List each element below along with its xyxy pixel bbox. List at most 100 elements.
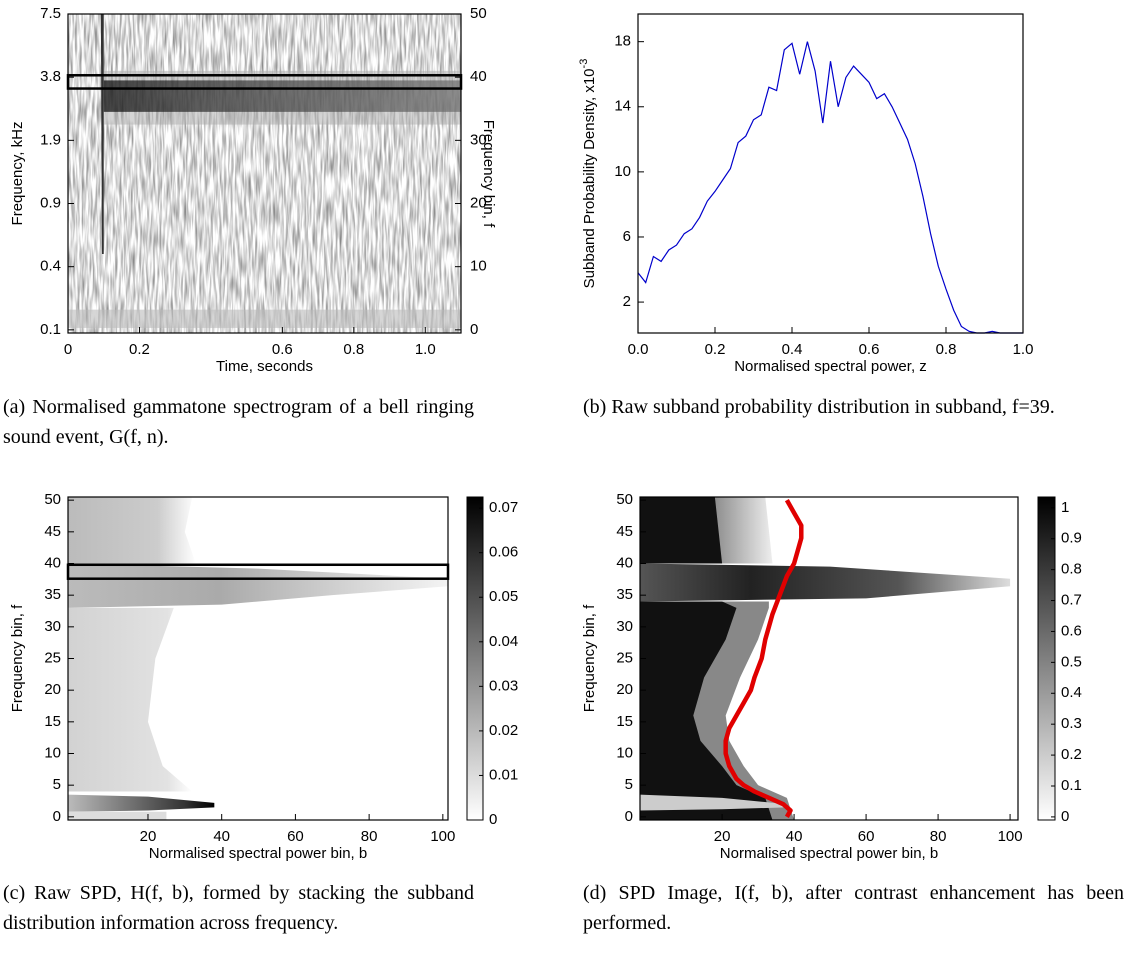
data-line — [637, 41, 1023, 334]
colorbar-tick-label: 0.07 — [489, 499, 518, 516]
y-tick-label: 3.8 — [40, 68, 61, 85]
y-tick-label: 25 — [616, 649, 633, 666]
onset-band-lower — [103, 111, 462, 125]
y-tick-label: 18 — [614, 33, 631, 50]
y-tick-label: 0.9 — [40, 194, 61, 211]
y-tick-label: 40 — [616, 554, 633, 571]
contrast-curve — [723, 499, 804, 818]
lower-region — [68, 607, 193, 792]
peak-band — [68, 563, 448, 608]
y-tick-label: 45 — [44, 523, 61, 540]
x-tick-label: 0.8 — [343, 341, 364, 358]
colorbar-tick-label: 0.7 — [1061, 592, 1082, 609]
peak-band — [640, 563, 1011, 602]
colorbar — [466, 496, 484, 821]
y-tick-label: 5 — [625, 776, 633, 793]
y2-tick-label: 0 — [470, 321, 478, 338]
colorbar-tick-label: 0 — [489, 811, 497, 828]
colorbar-tick-label: 0.3 — [1061, 715, 1082, 732]
colorbar-tick-label: 0.03 — [489, 677, 518, 694]
x-axis-label: Normalised spectral power, z — [734, 358, 927, 375]
y-axis-label: Frequency bin, f — [581, 604, 598, 712]
y2-tick-label: 40 — [470, 68, 487, 85]
y-tick-label: 30 — [44, 618, 61, 635]
upper-region — [68, 497, 196, 564]
y-axis-label-text: Frequency bin, f — [581, 604, 598, 712]
colorbar-tick-label: 0.06 — [489, 544, 518, 561]
colorbar-tick-label: 0.4 — [1061, 684, 1082, 701]
y-tick-label: 45 — [616, 523, 633, 540]
colorbar-tick-label: 0.01 — [489, 766, 518, 783]
y-tick-label: 35 — [616, 586, 633, 603]
y2-axis-label: Frequency bin, f — [480, 120, 497, 228]
y-axis-label: Frequency bin, f — [9, 604, 26, 712]
x-tick-label: 80 — [930, 828, 947, 845]
spectrogram-noise — [68, 14, 461, 333]
base-streak — [68, 811, 167, 820]
y-tick-label: 0.4 — [40, 258, 61, 275]
y-tick-label: 5 — [53, 776, 61, 793]
colorbar-tick-label: 0 — [1061, 808, 1069, 825]
y-tick-label: 35 — [44, 586, 61, 603]
y-tick-label: 14 — [614, 98, 631, 115]
y-tick-label: 25 — [44, 649, 61, 666]
x-tick-label: 100 — [430, 828, 455, 845]
y-axis-label: Subband Probability Density, x10-3 — [578, 59, 598, 289]
colorbar-tick-label: 0.04 — [489, 633, 518, 650]
colorbar-tick-label: 0.02 — [489, 722, 518, 739]
y-tick-label: 30 — [616, 618, 633, 635]
x-tick-label: 0 — [64, 341, 72, 358]
caption: (c) Raw SPD, H(f, b), formed by stacking… — [3, 882, 474, 934]
y-tick-label: 15 — [44, 713, 61, 730]
x-tick-label: 0.0 — [628, 341, 649, 358]
y-axis-label-exponent: -3 — [578, 59, 590, 69]
x-tick-label: 80 — [361, 828, 378, 845]
colorbar-tick-label: 1 — [1061, 499, 1069, 516]
caption: (d) SPD Image, I(f, b), after contrast e… — [583, 882, 1124, 934]
y-tick-label: 0 — [53, 808, 61, 825]
low-band — [68, 309, 461, 328]
x-axis-label: Normalised spectral power bin, b — [720, 845, 938, 862]
x-tick-label: 0.6 — [272, 341, 293, 358]
y-tick-label: 7.5 — [40, 5, 61, 22]
y-axis-label-text: Frequency, kHz — [9, 122, 26, 226]
upper-region — [640, 497, 723, 564]
colorbar-tick-label: 0.6 — [1061, 622, 1082, 639]
y-tick-label: 0.1 — [40, 321, 61, 338]
y-tick-label: 20 — [44, 681, 61, 698]
y-axis-label-text: Subband Probability Density, x10 — [581, 68, 598, 288]
y-tick-label: 10 — [44, 744, 61, 761]
y2-tick-label: 10 — [470, 258, 487, 275]
low-streak — [68, 794, 215, 812]
y-tick-label: 0 — [625, 808, 633, 825]
x-tick-label: 0.2 — [705, 341, 726, 358]
x-tick-label: 1.0 — [1013, 341, 1034, 358]
x-tick-label: 0.2 — [129, 341, 150, 358]
x-tick-label: 1.0 — [415, 341, 436, 358]
y-tick-label: 1.9 — [40, 131, 61, 148]
y-tick-label: 15 — [616, 713, 633, 730]
y-tick-label: 40 — [44, 554, 61, 571]
y2-tick-label: 50 — [470, 5, 487, 22]
y-axis-label: Frequency, kHz — [9, 122, 26, 226]
colorbar-tick-label: 0.5 — [1061, 653, 1082, 670]
x-tick-label: 20 — [140, 828, 157, 845]
y-axis-label-text: Frequency bin, f — [9, 604, 26, 712]
y2-tick-label: 30 — [470, 131, 487, 148]
low-streak — [640, 794, 787, 811]
caption: (b) Raw subband probability distribution… — [583, 396, 1055, 418]
x-axis-label: Normalised spectral power bin, b — [149, 845, 367, 862]
y-tick-label: 10 — [614, 163, 631, 180]
x-tick-label: 60 — [858, 828, 875, 845]
y-tick-label: 6 — [623, 228, 631, 245]
colorbar — [1037, 496, 1056, 821]
colorbar-tick-label: 0.9 — [1061, 530, 1082, 547]
x-tick-label: 20 — [714, 828, 731, 845]
x-tick-label: 0.6 — [859, 341, 880, 358]
x-tick-label: 40 — [213, 828, 230, 845]
colorbar-tick-label: 0.2 — [1061, 746, 1082, 763]
y-tick-label: 20 — [616, 681, 633, 698]
colorbar-tick-label: 0.05 — [489, 588, 518, 605]
